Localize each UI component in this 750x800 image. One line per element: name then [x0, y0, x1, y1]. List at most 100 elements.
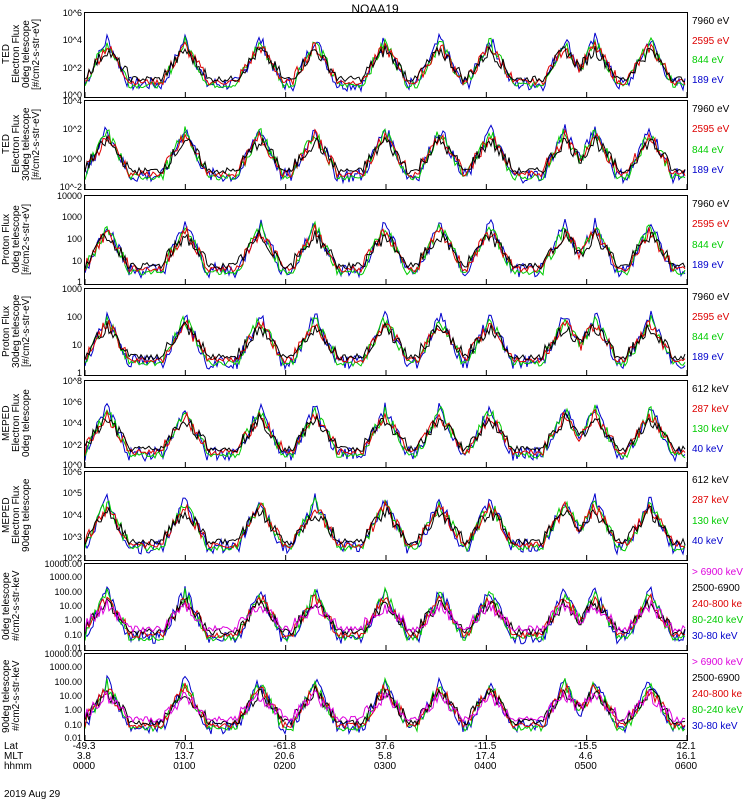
y-tick-label: 10^2 — [62, 63, 82, 73]
legend-entry: 2500-6900 — [692, 673, 740, 684]
y-tick-label: 10 — [71, 256, 82, 266]
legend-1: 7960 eV 2595 eV 844 eV 189 eV — [692, 16, 750, 94]
y-axis-label-5: MEPED Electron Flux 0deg telescope — [1, 389, 32, 457]
series-line-40-kev — [85, 402, 686, 463]
y-tick-label: 100.00 — [54, 586, 82, 597]
legend-entry: 7960 eV — [692, 199, 730, 210]
legend-entry: 130 keV — [692, 424, 729, 435]
footer-hhmm-value: 0600 — [674, 761, 698, 772]
series-line-7960-ev — [85, 44, 686, 84]
y-tick-label: 100 — [66, 311, 82, 322]
y-tick-label: 100.00 — [54, 676, 82, 687]
legend-entry: 189 eV — [692, 260, 724, 272]
footer-label-mlt: MLT — [4, 751, 24, 762]
legend-entry: > 6900 keV — [692, 567, 743, 578]
y-tick-label: 1000.00 — [49, 662, 82, 673]
legend-entry: 40 keV — [692, 536, 724, 548]
plot-svg-3 — [85, 217, 687, 284]
legend-entry: 2595 eV — [692, 124, 730, 136]
legend-entry: 7960 eV — [692, 292, 730, 303]
footer-hhmm-value: 0100 — [173, 761, 196, 772]
legend-7: > 6900 keV 2500-6900 240-800 ke 80-240 keV 3… — [692, 567, 750, 647]
y-tick-label: 0.01 — [64, 733, 82, 743]
footer-hhmm-value: 0300 — [373, 761, 397, 772]
series-line-2595-ev — [85, 319, 686, 364]
legend-entry: 612 keV — [692, 475, 729, 486]
footer-mlt-value: 13.7 — [174, 751, 195, 762]
legend-entry: 7960 eV — [692, 104, 730, 115]
y-tick-label: 0.10 — [64, 629, 82, 640]
footer-hhmm-value: 0400 — [474, 761, 497, 772]
plot-svg-8 — [85, 674, 687, 740]
legend-4: 7960 eV 2595 eV 844 eV 189 eV — [692, 292, 750, 372]
y-tick-label: 10^6 — [62, 467, 82, 477]
series-line--6900-kev — [85, 599, 686, 634]
plot-panel-4 — [84, 288, 688, 376]
legend-entry: 30-80 keV — [692, 721, 738, 732]
plot-panel-1 — [84, 12, 688, 98]
y-tick-label: 10000 — [56, 191, 82, 201]
plot-panel-8 — [84, 653, 688, 741]
legend-entry: 2500-6900 — [692, 583, 740, 594]
y-tick-label: 10^8 — [62, 376, 82, 386]
legend-entry: 40 keV — [692, 444, 724, 455]
series-line-130-kev — [85, 404, 686, 460]
plot-panel-2 — [84, 100, 688, 190]
legend-entry: > 6900 keV — [692, 657, 743, 668]
plot-panel-5 — [84, 380, 688, 468]
legend-entry: 287 keV — [692, 404, 729, 415]
y-tick-label: 10^0 — [62, 460, 82, 470]
series-line-40-kev — [85, 492, 686, 556]
footer-date: 2019 Aug 29 — [4, 789, 61, 800]
series-line-189-ev — [85, 310, 686, 371]
series-line-287-kev — [85, 499, 686, 549]
y-tick-label: 10^2 — [62, 124, 82, 135]
legend-entry: 7960 eV — [692, 16, 730, 27]
y-tick-label: 1.00 — [64, 615, 82, 626]
legend-entry: 844 eV — [692, 55, 724, 67]
series-line-7960-ev — [85, 134, 686, 176]
footer-lat-value: -11.5 — [474, 741, 497, 752]
footer-lat-value: 42.1 — [676, 741, 696, 752]
series-line-844-ev — [85, 220, 686, 277]
plot-svg-7 — [85, 586, 687, 650]
y-tick-label: 10^6 — [62, 396, 82, 407]
legend-entry: 189 eV — [692, 165, 724, 177]
y-tick-label: 10^4 — [62, 418, 82, 428]
series-line-7960-ev — [85, 228, 686, 270]
y-tick-label: 10^5 — [62, 488, 82, 498]
footer-lat-value: 70.1 — [174, 741, 195, 752]
series-line-240-800-ke — [85, 592, 686, 640]
footer-mlt-value: 4.6 — [578, 751, 593, 762]
y-tick-label: 1000.00 — [49, 572, 82, 583]
legend-entry: 287 keV — [692, 495, 729, 507]
y-tick-label: 10.00 — [59, 601, 82, 611]
series-line-612-kev — [85, 505, 686, 546]
series-line-80-240-kev — [85, 676, 686, 733]
legend-entry: 2595 eV — [692, 219, 730, 231]
y-tick-label: 10^4 — [62, 96, 82, 106]
legend-2: 7960 eV 2595 eV 844 eV 189 eV — [692, 104, 750, 186]
y-axis-label-8: 90deg telescope #/cm2-s-str-keV — [1, 659, 22, 733]
footer-hhmm-value: 0500 — [574, 761, 597, 772]
legend-entry: 240-800 ke — [692, 689, 743, 700]
y-tick-label: 10^2 — [62, 553, 82, 563]
legend-5: 612 keV 287 keV 130 keV 40 keV — [692, 384, 750, 464]
y-tick-label: 1000 — [61, 212, 82, 222]
y-axis-label-3: Proton Flux 0deg telescope [#/cm2-s-str-… — [1, 203, 32, 275]
y-tick-label: 10000.00 — [44, 559, 82, 569]
y-tick-label: 10 — [71, 340, 82, 351]
series-line-2500-6900 — [85, 597, 686, 637]
legend-entry: 2595 eV — [692, 35, 730, 47]
legend-entry: 2595 eV — [692, 312, 730, 323]
plot-svg-6 — [85, 492, 687, 560]
legend-entry: 189 eV — [692, 74, 724, 86]
legend-3: 7960 eV 2595 eV 844 eV 189 eV — [692, 199, 750, 281]
y-tick-label: 10^2 — [62, 439, 82, 450]
series-line-844-ev — [85, 126, 686, 182]
y-tick-label: 1000 — [61, 284, 82, 294]
plot-panel-3 — [84, 195, 688, 285]
series-line-612-kev — [85, 411, 686, 454]
legend-6: 612 keV 287 keV 130 keV 40 keV — [692, 475, 750, 557]
plot-svg-5 — [85, 402, 687, 467]
